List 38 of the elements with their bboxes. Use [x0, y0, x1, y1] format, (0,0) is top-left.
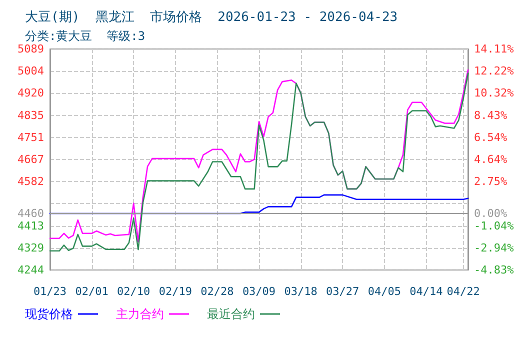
x-tick-label: 02/19 — [158, 285, 192, 298]
y-tick-label: 5004 — [18, 64, 44, 78]
x-tick-label: 02/10 — [117, 285, 150, 298]
y-tick-label: 4329 — [18, 241, 44, 254]
legend-label: 最近合约 — [207, 307, 255, 321]
x-tick-label: 04/22 — [446, 285, 480, 298]
x-tick-label: 04/05 — [368, 285, 401, 298]
y-tick-label: 4460 — [18, 207, 44, 220]
x-tick-label: 04/14 — [410, 285, 444, 298]
y2-tick-label: -1.04% — [474, 219, 514, 232]
x-tick-label: 03/18 — [284, 285, 318, 298]
x-tick-label: 02/28 — [200, 285, 234, 298]
y2-tick-label: 0.00% — [474, 207, 508, 220]
y2-tick-label: 12.22% — [474, 64, 514, 78]
y-tick-label: 4835 — [18, 108, 44, 122]
x-tick-label: 03/27 — [326, 285, 360, 298]
chart-title: 大豆(期) 黑龙江 市场价格 2026-01-23 - 2026-04-23 — [25, 10, 398, 25]
y-tick-label: 5089 — [18, 42, 44, 56]
x-tick-label: 02/01 — [75, 285, 108, 298]
y-tick-label: 4667 — [18, 152, 44, 166]
legend-label: 现货价格 — [25, 307, 73, 321]
x-tick-label: 01/23 — [33, 285, 67, 298]
y2-tick-label: 14.11% — [474, 42, 514, 56]
x-tick-label: 03/09 — [242, 285, 276, 298]
y2-tick-label: -2.94% — [474, 241, 514, 254]
y2-tick-label: 10.32% — [474, 86, 514, 100]
y2-tick-label: 6.54% — [474, 130, 508, 144]
y2-tick-label: -4.83% — [474, 264, 514, 276]
y2-tick-label: 8.43% — [474, 108, 508, 122]
y-tick-label: 4751 — [18, 130, 44, 144]
chart-subtitle: 分类:黄大豆 等级:3 — [25, 29, 146, 43]
legend-label: 主力合约 — [116, 307, 164, 321]
y2-tick-label: 2.75% — [474, 175, 508, 188]
y2-tick-label: 4.64% — [474, 153, 508, 166]
y-tick-label: 4920 — [18, 86, 44, 100]
y-tick-label: 4582 — [18, 175, 44, 188]
y-tick-label: 4413 — [18, 219, 44, 232]
y-tick-label: 4244 — [18, 264, 44, 276]
